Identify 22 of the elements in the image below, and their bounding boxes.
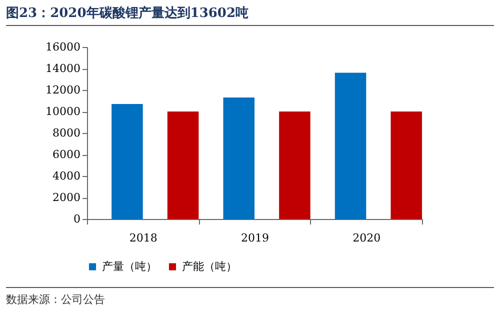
- source-note: 数据来源：公司公告: [6, 287, 494, 307]
- y-tick-label: 14000: [46, 62, 80, 75]
- chart-title: 图23：2020年碳酸锂产量达到13602吨: [6, 4, 494, 26]
- bar: [112, 104, 143, 219]
- bar: [167, 112, 199, 219]
- bar: [279, 112, 310, 219]
- x-tick-label: 2020: [352, 232, 381, 244]
- legend-label: 产能（吨）: [182, 260, 237, 273]
- y-tick-label: 12000: [46, 84, 80, 96]
- y-tick-label: 10000: [46, 105, 80, 118]
- y-tick-label: 8000: [52, 126, 80, 140]
- y-tick-label: 2000: [52, 191, 80, 204]
- bar: [223, 98, 254, 219]
- legend-label: 产量（吨）: [102, 260, 157, 273]
- y-tick-label: 0: [74, 212, 80, 226]
- x-tick-label: 2018: [129, 232, 158, 244]
- y-tick-label: 16000: [46, 40, 80, 54]
- bar: [334, 72, 366, 219]
- y-tick-label: 4000: [52, 170, 80, 182]
- bar: [390, 112, 422, 219]
- y-tick-label: 6000: [52, 148, 80, 161]
- x-tick-label: 2019: [241, 232, 269, 244]
